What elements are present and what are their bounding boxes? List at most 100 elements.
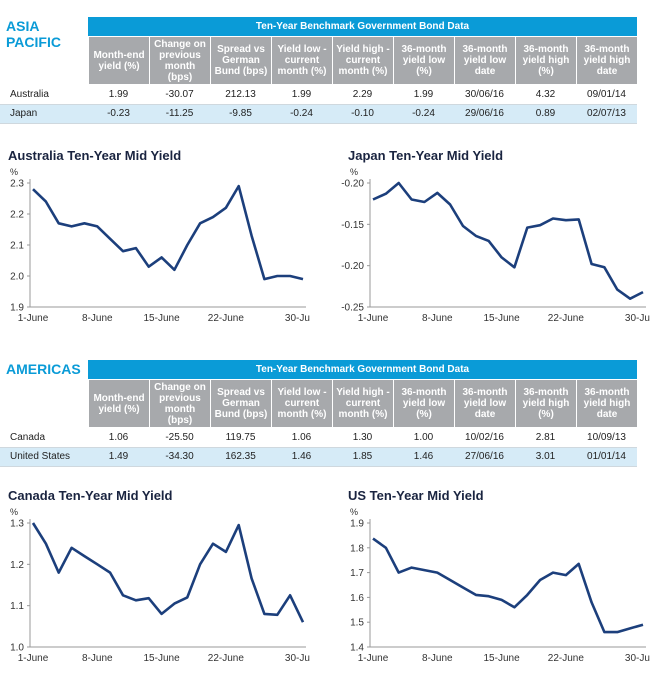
unit-label: %	[350, 167, 358, 177]
chart-title: Canada Ten-Year Mid Yield	[8, 488, 173, 503]
unit-label: %	[350, 507, 358, 517]
column-header: Change on previous month (bps)	[150, 37, 210, 84]
table-cell: 1.99	[413, 89, 434, 100]
table-cell: 27/06/16	[465, 451, 504, 462]
table-cell: 1.46	[291, 451, 312, 462]
y-tick-label: 2.3	[10, 179, 24, 190]
section-label: AMERICAS	[6, 361, 81, 377]
table-cell: -11.25	[165, 108, 194, 119]
line-chart: Australia Ten-Year Mid Yield% 1.9 2.0 2.1 2.…	[8, 148, 310, 324]
y-tick-label: 2.0	[10, 272, 24, 283]
table-cell: 02/07/13	[587, 108, 626, 119]
column-header: Spread vs German Bund (bps)	[211, 380, 271, 427]
y-tick-label: 1.9	[10, 303, 24, 314]
y-tick-label: 1.6	[350, 593, 364, 604]
line-chart: Japan Ten-Year Mid Yield% -0.25 -0.20 -0.15…	[341, 148, 650, 324]
table-title: Ten-Year Benchmark Government Bond Data	[88, 360, 637, 379]
x-tick-label: 1-June	[358, 313, 389, 324]
yield-line	[372, 537, 644, 634]
column-header: 36-month yield high (%)	[516, 37, 576, 84]
row-divider	[0, 104, 637, 105]
table-cell: 0.89	[535, 108, 556, 119]
table-cell: 1.30	[352, 432, 373, 443]
table-cell: 1.06	[291, 432, 312, 443]
table-cell: 10/09/13	[587, 432, 626, 443]
row-band	[0, 105, 637, 123]
x-tick-label: 1-June	[358, 653, 389, 664]
column-header: 36-month yield low date	[455, 380, 515, 427]
x-tick-label: 30-June	[625, 313, 650, 324]
column-header: Yield high - current month (%)	[333, 380, 393, 427]
column-header: 36-month yield low (%)	[394, 37, 454, 84]
column-header: Yield low - current month (%)	[272, 380, 332, 427]
x-tick-label: 22-June	[548, 653, 585, 664]
y-tick-label: -0.15	[341, 220, 364, 231]
y-tick-label: -0.25	[341, 303, 364, 314]
row-band	[0, 448, 637, 466]
table-cell: 29/06/16	[465, 108, 504, 119]
yield-line	[32, 184, 304, 281]
y-tick-label: 2.1	[10, 241, 24, 252]
chart-title: US Ten-Year Mid Yield	[348, 488, 484, 503]
column-header: 36-month yield low date	[455, 37, 515, 84]
column-header: 36-month yield high (%)	[516, 380, 576, 427]
table-cell: 2.29	[352, 89, 373, 100]
column-header: Month-end yield (%)	[89, 37, 149, 84]
table-cell: 1.46	[413, 451, 434, 462]
x-tick-label: 22-June	[208, 313, 245, 324]
x-tick-label: 30-June	[625, 653, 650, 664]
table-cell: -0.23	[107, 108, 130, 119]
table-cell: 162.35	[225, 451, 256, 462]
x-tick-label: 8-June	[422, 653, 453, 664]
x-tick-label: 22-June	[208, 653, 245, 664]
unit-label: %	[10, 507, 18, 517]
table-cell: -0.10	[351, 108, 374, 119]
table-cell: 01/01/14	[587, 451, 626, 462]
y-tick-label: -0.20	[341, 179, 364, 190]
y-tick-label: 1.7	[350, 568, 364, 579]
unit-label: %	[10, 167, 18, 177]
row-divider	[0, 447, 637, 448]
table-cell: 1.85	[352, 451, 373, 462]
y-tick-label: 1.0	[10, 643, 24, 654]
y-tick-label: 1.8	[350, 543, 364, 554]
y-tick-label: 1.5	[350, 618, 364, 629]
yield-line	[31, 522, 305, 623]
table-cell: 1.99	[108, 89, 129, 100]
x-tick-label: 30-June	[285, 653, 310, 664]
line-chart: Canada Ten-Year Mid Yield% 1.0 1.1 1.2 1.3 1-…	[8, 488, 310, 664]
y-tick-label: 1.3	[10, 519, 24, 530]
table-cell: 09/01/14	[587, 89, 626, 100]
x-tick-label: 8-June	[422, 313, 453, 324]
y-tick-label: 1.4	[350, 643, 364, 654]
column-header: Month-end yield (%)	[89, 380, 149, 427]
row-label: Canada	[10, 432, 46, 443]
column-header: Yield low - current month (%)	[272, 37, 332, 84]
yield-line	[372, 181, 644, 300]
row-divider	[0, 466, 637, 467]
column-header: Change on previous month (bps)	[150, 380, 210, 427]
y-tick-label: 1.9	[350, 519, 364, 530]
table-title: Ten-Year Benchmark Government Bond Data	[88, 17, 637, 36]
section-label: ASIA PACIFIC	[6, 18, 61, 50]
table-cell: -30.07	[165, 89, 194, 100]
column-header: 36-month yield high date	[577, 37, 637, 84]
x-tick-label: 1-June	[18, 313, 49, 324]
table-cell: -0.24	[290, 108, 313, 119]
table-cell: 1.99	[291, 89, 312, 100]
table-cell: 1.49	[108, 451, 129, 462]
y-tick-label: 1.1	[10, 601, 24, 612]
table-cell: -0.24	[412, 108, 435, 119]
table-cell: 30/06/16	[465, 89, 504, 100]
table-cell: 2.81	[535, 432, 556, 443]
x-tick-label: 22-June	[548, 313, 585, 324]
table-cell: -9.85	[229, 108, 252, 119]
table-cell: 1.00	[413, 432, 434, 443]
column-header: 36-month yield high date	[577, 380, 637, 427]
x-tick-label: 15-June	[484, 313, 521, 324]
y-tick-label: 2.2	[10, 210, 24, 221]
row-label: Japan	[10, 108, 38, 119]
table-cell: 212.13	[225, 89, 256, 100]
line-chart: US Ten-Year Mid Yield% 1.4 1.5 1.6 1.7 1.8 1.9…	[348, 488, 650, 664]
